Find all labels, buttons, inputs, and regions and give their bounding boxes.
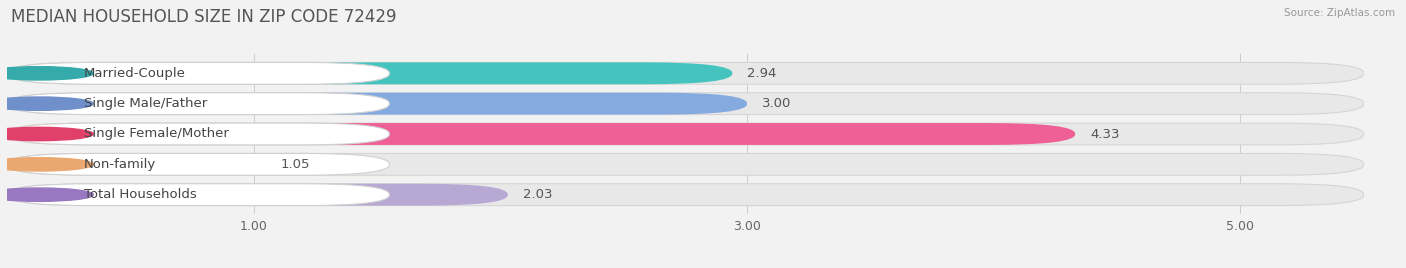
- Text: Single Male/Father: Single Male/Father: [83, 97, 207, 110]
- FancyBboxPatch shape: [7, 184, 1364, 206]
- FancyBboxPatch shape: [7, 184, 389, 206]
- Circle shape: [0, 67, 93, 80]
- Circle shape: [0, 188, 93, 201]
- FancyBboxPatch shape: [7, 153, 389, 175]
- Text: 1.05: 1.05: [281, 158, 311, 171]
- Text: Non-family: Non-family: [83, 158, 156, 171]
- FancyBboxPatch shape: [7, 153, 1364, 175]
- Circle shape: [0, 158, 93, 171]
- Text: Single Female/Mother: Single Female/Mother: [83, 128, 228, 140]
- FancyBboxPatch shape: [7, 123, 1076, 145]
- FancyBboxPatch shape: [7, 93, 389, 115]
- Text: 4.33: 4.33: [1090, 128, 1119, 140]
- Text: MEDIAN HOUSEHOLD SIZE IN ZIP CODE 72429: MEDIAN HOUSEHOLD SIZE IN ZIP CODE 72429: [11, 8, 396, 26]
- Text: 2.94: 2.94: [747, 67, 776, 80]
- FancyBboxPatch shape: [7, 123, 389, 145]
- FancyBboxPatch shape: [7, 62, 733, 84]
- FancyBboxPatch shape: [7, 153, 266, 175]
- FancyBboxPatch shape: [7, 93, 747, 115]
- FancyBboxPatch shape: [7, 62, 1364, 84]
- Text: Source: ZipAtlas.com: Source: ZipAtlas.com: [1284, 8, 1395, 18]
- FancyBboxPatch shape: [7, 123, 1364, 145]
- Text: 2.03: 2.03: [523, 188, 553, 201]
- Circle shape: [0, 97, 93, 110]
- Text: 3.00: 3.00: [762, 97, 792, 110]
- FancyBboxPatch shape: [7, 184, 508, 206]
- Text: Total Households: Total Households: [83, 188, 197, 201]
- Circle shape: [0, 127, 93, 141]
- FancyBboxPatch shape: [7, 62, 389, 84]
- FancyBboxPatch shape: [7, 93, 1364, 115]
- Text: Married-Couple: Married-Couple: [83, 67, 186, 80]
